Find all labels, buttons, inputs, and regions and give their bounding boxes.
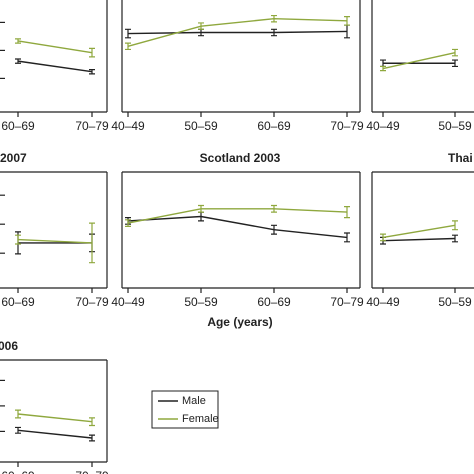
error-bar: [15, 409, 21, 419]
series-line: [17, 413, 93, 423]
x-tick-label: 40–49: [366, 119, 400, 133]
x-tick-label: 60–69: [257, 295, 291, 309]
error-bar: [125, 42, 131, 51]
error-bar: [15, 38, 21, 44]
x-tick-label: 50–59: [438, 295, 472, 309]
series-line: [17, 60, 93, 73]
error-bar: [125, 28, 131, 39]
x-tick-label: 40–49: [111, 119, 145, 133]
panel-title: 006: [0, 339, 18, 353]
x-tick-label: 70–79: [75, 469, 109, 474]
x-tick-label: 70–79: [75, 295, 109, 309]
error-bar: [89, 434, 95, 442]
legend-label: Male: [182, 395, 206, 407]
x-tick-label: 60–69: [257, 119, 291, 133]
series-line: [127, 30, 348, 35]
series-line: [17, 429, 93, 439]
series-line: [382, 51, 456, 70]
x-tick-label: 60–69: [1, 469, 35, 474]
error-bar: [89, 47, 95, 58]
error-bar: [344, 232, 350, 243]
error-bar: [380, 65, 386, 72]
error-bar: [271, 224, 277, 235]
error-bar: [15, 58, 21, 64]
error-bar: [15, 426, 21, 434]
panel-title: 2007: [0, 151, 27, 165]
series-line: [382, 237, 456, 242]
series-line: [17, 40, 93, 54]
x-tick-label: 60–69: [1, 119, 35, 133]
error-bar: [344, 206, 350, 219]
x-axis-label: Age (years): [207, 315, 272, 329]
x-tick-label: 70–79: [330, 295, 364, 309]
error-bar: [271, 204, 277, 213]
panel-title: Scotland 2003: [200, 151, 281, 165]
error-bar: [452, 234, 458, 243]
series-line: [382, 224, 456, 239]
error-bar: [198, 22, 204, 30]
panel-title: Thai: [448, 151, 473, 165]
error-bar: [452, 220, 458, 231]
series-line: [127, 208, 348, 224]
series-line: [127, 18, 348, 47]
error-bar: [89, 69, 95, 75]
x-tick-label: 40–49: [111, 295, 145, 309]
error-bar: [89, 417, 95, 427]
error-bar: [271, 14, 277, 23]
x-tick-label: 70–79: [75, 119, 109, 133]
error-bar: [198, 204, 204, 213]
x-tick-label: 40–49: [366, 295, 400, 309]
series-line: [127, 215, 348, 239]
error-bar: [452, 59, 458, 68]
error-bar: [89, 222, 95, 264]
legend-label: Female: [182, 413, 219, 425]
x-tick-label: 70–79: [330, 119, 364, 133]
error-bar: [344, 16, 350, 26]
series-line: [17, 238, 93, 244]
error-bar: [125, 219, 131, 227]
x-tick-label: 50–59: [184, 295, 218, 309]
error-bar: [380, 233, 386, 242]
error-bar: [15, 234, 21, 245]
error-bar: [452, 48, 458, 57]
x-tick-label: 50–59: [438, 119, 472, 133]
x-tick-label: 50–59: [184, 119, 218, 133]
x-tick-label: 60–69: [1, 295, 35, 309]
legend-box: [151, 390, 219, 429]
error-bar: [271, 28, 277, 37]
